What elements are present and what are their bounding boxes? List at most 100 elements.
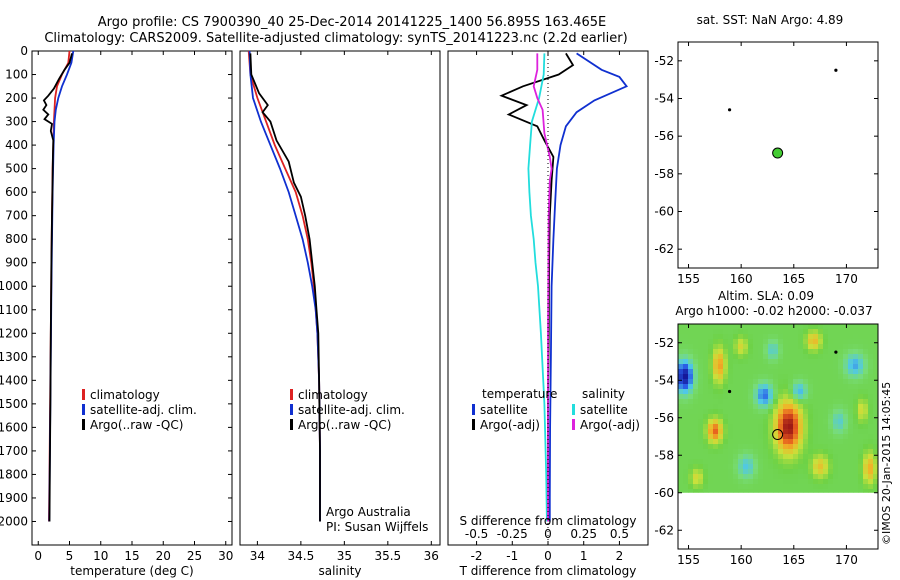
sla-cell [838, 389, 844, 395]
sla-cell [738, 464, 744, 470]
sla-cell [698, 464, 704, 470]
sla-cell [798, 459, 804, 465]
sla-cell [723, 479, 729, 485]
sla-cell [858, 419, 864, 425]
sla-cell [803, 479, 809, 485]
sla-cell [703, 414, 709, 420]
sla-cell [813, 329, 819, 335]
map-title-line1: Altim. SLA: 0.09 [718, 289, 814, 303]
sla-cell [688, 329, 694, 335]
sla-cell [873, 384, 879, 390]
sla-cell [808, 369, 814, 375]
x-axis-label: salinity [318, 564, 361, 578]
sla-cell [703, 489, 709, 493]
sla-cell [783, 339, 789, 345]
sla-cell [773, 354, 779, 360]
sla-cell [863, 439, 869, 445]
sla-cell [838, 404, 844, 410]
sla-cell [723, 349, 729, 355]
sla-cell [778, 429, 784, 435]
sla-cell [758, 354, 764, 360]
sla-cell [743, 419, 749, 425]
sla-cell [808, 399, 814, 405]
sla-cell [713, 484, 719, 490]
sla-cell [783, 489, 789, 493]
sla-cell [708, 349, 714, 355]
sla-cell [818, 459, 824, 465]
sla-cell [798, 444, 804, 450]
sla-cell [733, 379, 739, 385]
sla-cell [723, 394, 729, 400]
sla-cell [818, 399, 824, 405]
x2-tick-label: -0.25 [497, 527, 528, 541]
sla-cell [853, 424, 859, 430]
sla-cell [743, 404, 749, 410]
sla-cell [843, 469, 849, 475]
sla-cell [723, 469, 729, 475]
sla-cell [688, 354, 694, 360]
sla-cell [833, 379, 839, 385]
sla-cell [773, 439, 779, 445]
sla-cell [773, 399, 779, 405]
sla-cell [728, 354, 734, 360]
sla-cell [758, 404, 764, 410]
sla-cell [718, 414, 724, 420]
sla-cell [823, 359, 829, 365]
sla-cell [868, 384, 874, 390]
sla-cell [868, 374, 874, 380]
sla-cell [858, 409, 864, 415]
sla-cell [768, 344, 774, 350]
y-tick-label: -62 [654, 523, 674, 537]
sla-cell [873, 389, 879, 395]
sla-cell [873, 354, 879, 360]
sla-cell [703, 469, 709, 475]
sla-cell [838, 344, 844, 350]
sla-cell [753, 389, 759, 395]
sla-cell [688, 364, 694, 370]
sla-cell [788, 384, 794, 390]
sla-cell [758, 444, 764, 450]
sla-cell [688, 414, 694, 420]
sla-cell [778, 489, 784, 493]
sla-cell [708, 384, 714, 390]
sla-cell [763, 409, 769, 415]
sla-cell [808, 444, 814, 450]
sla-cell [808, 434, 814, 440]
sla-cell [758, 379, 764, 385]
sla-cell [788, 469, 794, 475]
sla-cell [833, 344, 839, 350]
sla-cell [868, 344, 874, 350]
sla-cell [868, 449, 874, 455]
sla-cell [718, 479, 724, 485]
sla-cell [738, 444, 744, 450]
sla-cell [823, 464, 829, 470]
sla-cell [678, 469, 684, 475]
legend-label: climatology [298, 388, 368, 402]
sla-cell [688, 449, 694, 455]
sla-cell [798, 404, 804, 410]
sla-cell [688, 464, 694, 470]
sla-cell [873, 444, 879, 450]
sla-cell [808, 479, 814, 485]
sla-cell [718, 344, 724, 350]
sla-cell [748, 454, 754, 460]
sla-cell [743, 409, 749, 415]
sla-cell [703, 369, 709, 375]
y-tick-label: 900 [5, 256, 28, 270]
x-tick-label: 5 [66, 549, 74, 563]
sla-cell [818, 409, 824, 415]
sla-cell [783, 419, 789, 425]
sla-cell [858, 424, 864, 430]
sla-cell [728, 429, 734, 435]
sla-cell [828, 354, 834, 360]
sla-cell [728, 359, 734, 365]
sla-cell [813, 454, 819, 460]
sla-cell [803, 404, 809, 410]
sla-cell [688, 394, 694, 400]
sla-cell [713, 474, 719, 480]
sla-cell [773, 474, 779, 480]
sla-cell [848, 389, 854, 395]
sla-cell [678, 379, 684, 385]
sla-cell [823, 384, 829, 390]
